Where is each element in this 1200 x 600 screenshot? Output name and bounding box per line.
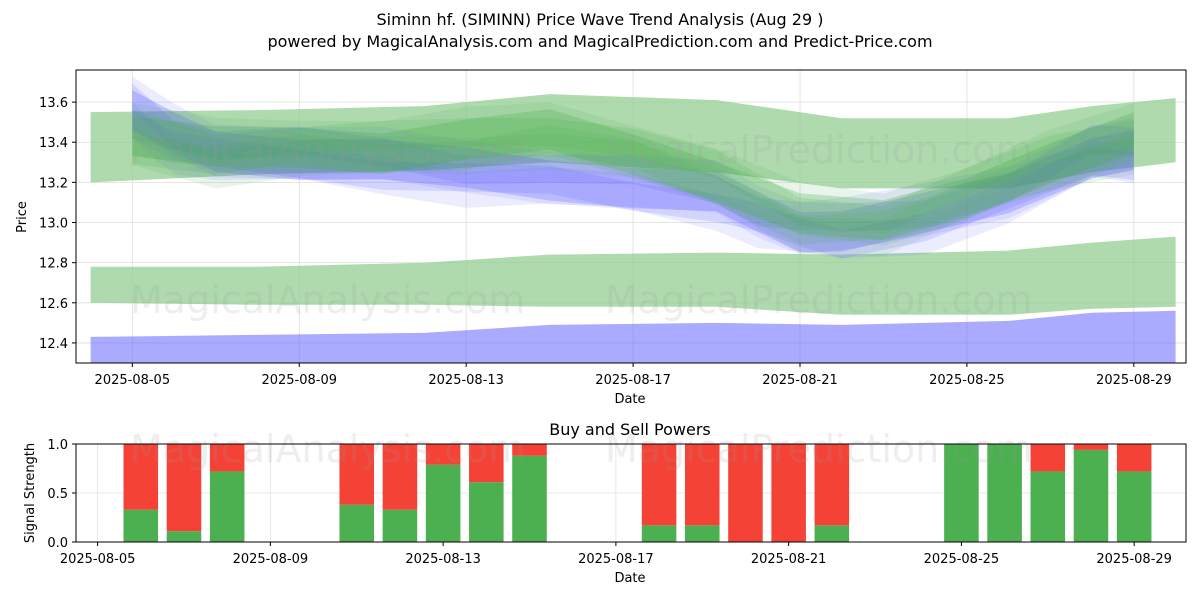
green-band	[90, 94, 1176, 189]
x-tick-label: 2025-08-25	[924, 552, 1000, 567]
power-axes: 2025-08-05 2025-08-09 2025-08-13 2025-08-17…	[47, 438, 1172, 567]
x-tick-label: 2025-08-05	[95, 373, 171, 388]
buy-bar	[382, 509, 418, 542]
watermark-text: MagicalAnalysis.com	[130, 278, 525, 322]
blue-wave-ribbon	[132, 76, 1134, 255]
buy-bar	[123, 509, 159, 542]
y-tick-label: 13.4	[39, 136, 68, 151]
sell-bar	[425, 444, 461, 465]
blue-wave-ribbon	[132, 90, 1134, 253]
buy-bar	[469, 482, 504, 542]
x-tick-label: 2025-08-29	[1096, 552, 1172, 567]
green-band	[90, 236, 1176, 315]
buy-bar	[944, 444, 979, 542]
sell-bar	[382, 444, 418, 510]
y-tick-label: 0.5	[47, 487, 68, 502]
x-tick-label: 2025-08-21	[762, 373, 838, 388]
buy-bar	[425, 464, 461, 542]
sell-bar	[166, 444, 202, 532]
price-y-label: Price	[15, 201, 30, 233]
x-tick-label: 2025-08-09	[261, 373, 337, 388]
buy-bar	[166, 531, 202, 542]
x-tick-label: 2025-08-17	[595, 373, 671, 388]
sell-bar	[728, 444, 763, 542]
blue-band	[90, 310, 1176, 363]
buy-bar	[684, 525, 720, 542]
price-axes: 2025-08-05 2025-08-09 2025-08-13 2025-08-17…	[39, 96, 1172, 388]
green-wave-ribbon	[132, 109, 1134, 235]
y-tick-label: 13.6	[39, 96, 68, 111]
watermark-text: MagicalAnalysis.com	[130, 128, 525, 172]
chart-subtitle: powered by MagicalAnalysis.com and Magic…	[267, 32, 932, 51]
watermark-text: MagicalPrediction.com	[605, 278, 1033, 322]
power-y-label: Signal Strength	[23, 443, 38, 543]
sell-bar	[641, 444, 677, 526]
price-bands	[90, 94, 1176, 363]
sell-bar	[469, 444, 504, 483]
y-tick-label: 1.0	[47, 438, 68, 453]
power-x-label: Date	[614, 571, 645, 586]
buy-bar	[814, 525, 850, 542]
x-tick-label: 2025-08-09	[233, 552, 309, 567]
sell-bar	[123, 444, 159, 510]
buy-bar	[1116, 471, 1152, 542]
x-tick-label: 2025-08-25	[929, 373, 1005, 388]
x-tick-label: 2025-08-05	[60, 552, 136, 567]
price-waves	[132, 76, 1134, 259]
sell-bar	[1073, 444, 1109, 450]
x-tick-label: 2025-08-17	[578, 552, 654, 567]
buy-bar	[209, 471, 245, 542]
sell-bar	[1030, 444, 1066, 472]
watermark-text: MagicalPrediction.com	[605, 427, 1033, 471]
y-tick-label: 13.2	[39, 176, 68, 191]
sell-bar	[1116, 444, 1152, 472]
watermark-bottom: MagicalAnalysis.com MagicalPrediction.co…	[130, 427, 1033, 471]
blue-wave-ribbon	[132, 83, 1134, 232]
price-plot-frame	[75, 69, 1187, 364]
buy-bar	[339, 504, 375, 542]
x-tick-label: 2025-08-13	[428, 373, 504, 388]
buy-bar	[1030, 471, 1066, 542]
green-wave-group	[132, 102, 1134, 257]
blue-wave-ribbon	[132, 110, 1134, 259]
y-tick-label: 12.4	[39, 337, 68, 352]
sell-bar	[814, 444, 850, 526]
watermark-text: MagicalAnalysis.com	[130, 427, 525, 471]
chart-title: Siminn hf. (SIMINN) Price Wave Trend Ana…	[377, 10, 824, 29]
sell-bar	[512, 444, 547, 456]
watermark-text: MagicalPrediction.com	[605, 128, 1033, 172]
sell-bar	[339, 444, 375, 505]
buy-bar	[1073, 449, 1109, 542]
power-bars	[123, 444, 1152, 542]
y-tick-label: 0.0	[47, 536, 68, 551]
blue-wave-group	[132, 76, 1134, 259]
green-wave-ribbon	[132, 128, 1134, 257]
buy-bar	[987, 444, 1022, 542]
y-tick-label: 12.8	[39, 257, 68, 272]
y-tick-label: 13.0	[39, 217, 68, 232]
power-chart-title: Buy and Sell Powers	[549, 420, 711, 439]
price-x-label: Date	[614, 392, 645, 407]
sell-bar	[684, 444, 720, 526]
y-tick-label: 12.6	[39, 297, 68, 312]
green-wave-ribbon	[132, 102, 1134, 246]
green-wave-ribbon	[132, 125, 1134, 245]
blue-wave-ribbon	[132, 102, 1134, 259]
sell-bar	[209, 444, 245, 472]
x-tick-label: 2025-08-29	[1096, 373, 1172, 388]
sell-bar	[771, 444, 806, 542]
x-tick-label: 2025-08-21	[751, 552, 827, 567]
green-wave-ribbon	[132, 109, 1134, 241]
buy-bar	[641, 525, 677, 542]
buy-bar	[512, 455, 547, 542]
watermark-top: MagicalAnalysis.com MagicalPrediction.co…	[130, 128, 1033, 322]
x-tick-label: 2025-08-13	[405, 552, 481, 567]
